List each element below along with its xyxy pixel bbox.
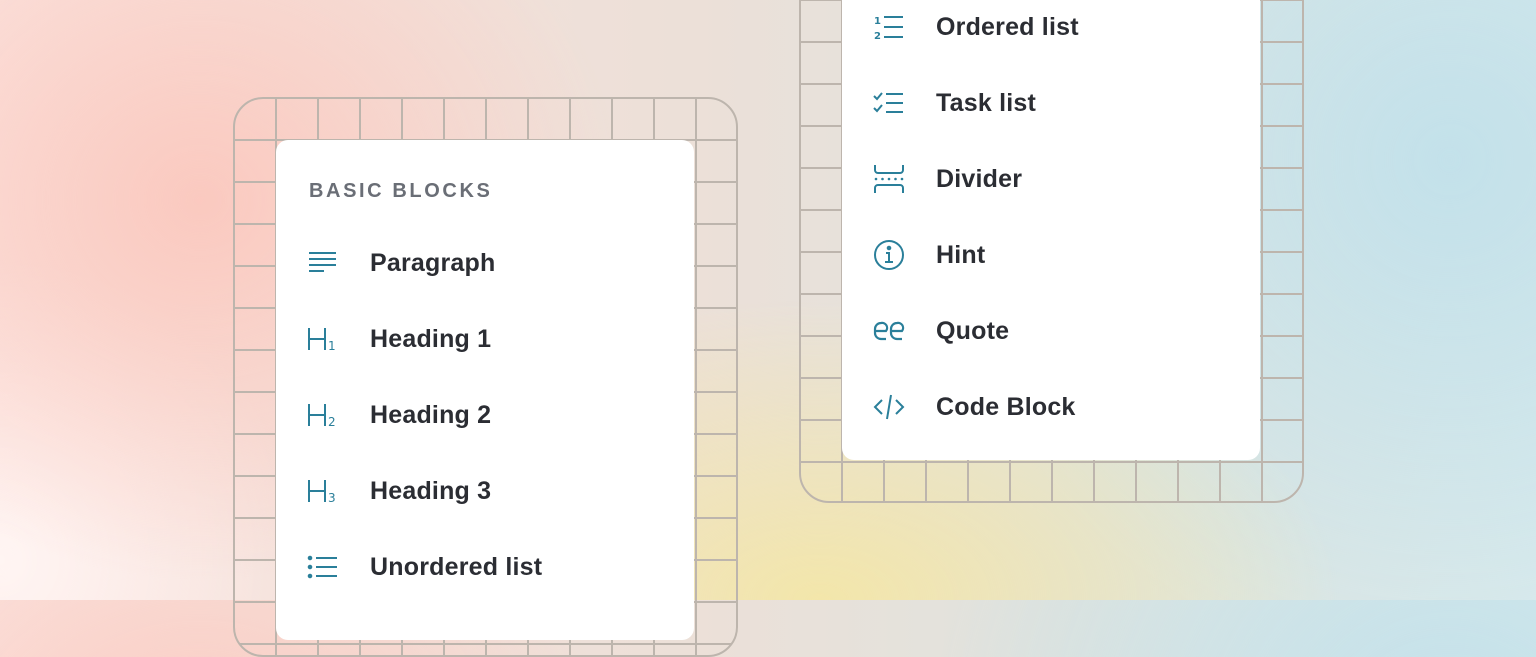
info-icon (874, 240, 904, 270)
menu-item-quote[interactable]: Quote (872, 311, 1009, 351)
menu-item-divider[interactable]: Divider (872, 159, 1022, 199)
svg-text:3: 3 (328, 491, 336, 505)
svg-text:1: 1 (328, 339, 336, 353)
unordered-list-icon (307, 555, 337, 579)
menu-item-label: Paragraph (370, 248, 496, 277)
menu-item-label: Heading 2 (370, 400, 492, 429)
menu-item-heading-3[interactable]: 3 Heading 3 (306, 471, 491, 511)
menu-item-label: Hint (936, 240, 986, 269)
svg-text:2: 2 (874, 31, 881, 42)
menu-item-task-list[interactable]: Task list (872, 83, 1036, 123)
heading-1-icon: 1 (308, 328, 336, 353)
divider-icon (874, 165, 904, 193)
ordered-list-icon: 12 (874, 16, 903, 42)
menu-item-paragraph[interactable]: Paragraph (306, 243, 495, 283)
menu-item-label: Heading 3 (370, 476, 492, 505)
menu-item-label: Ordered list (936, 12, 1079, 41)
task-list-icon (873, 92, 903, 113)
menu-item-label: Unordered list (370, 552, 543, 581)
block-menu-left: BASIC BLOCKS Paragraph 1 Heading 1 2 Hea… (276, 140, 694, 640)
menu-item-label: Divider (936, 164, 1023, 193)
menu-item-label: Quote (936, 316, 1010, 345)
section-title: BASIC BLOCKS (309, 180, 493, 202)
menu-item-hint[interactable]: Hint (872, 235, 985, 275)
code-icon (873, 394, 905, 420)
menu-item-code-block[interactable]: Code Block (872, 387, 1076, 427)
svg-text:1: 1 (874, 16, 881, 27)
svg-text:2: 2 (328, 415, 336, 429)
menu-item-label: Task list (936, 88, 1036, 117)
menu-item-label: Heading 1 (370, 324, 492, 353)
paragraph-icon (309, 252, 336, 272)
menu-item-heading-2[interactable]: 2 Heading 2 (306, 395, 491, 435)
menu-item-unordered-list[interactable]: Unordered list (306, 547, 542, 587)
heading-3-icon: 3 (308, 480, 336, 505)
quote-icon (873, 321, 905, 341)
heading-2-icon: 2 (308, 404, 336, 429)
menu-item-label: Code Block (936, 392, 1076, 421)
menu-item-heading-1[interactable]: 1 Heading 1 (306, 319, 491, 359)
